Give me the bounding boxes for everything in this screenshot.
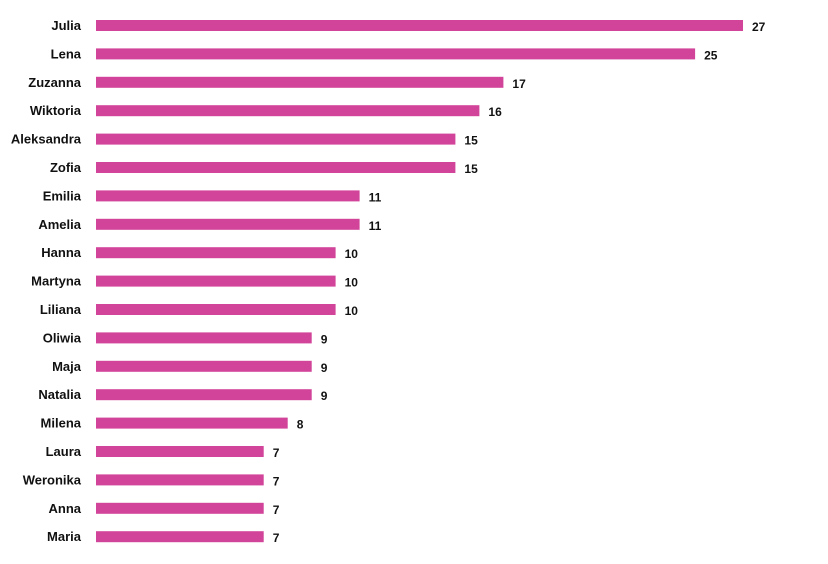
category-labels-layer: Julia Lena Zuzanna Wiktoria Aleksandra Zofia E… bbox=[11, 18, 82, 544]
category-label-liliana: Liliana bbox=[40, 302, 82, 317]
value-label-aleksandra: 15 bbox=[464, 134, 478, 148]
bar-lena bbox=[96, 48, 696, 60]
value-label-wiktoria: 16 bbox=[488, 105, 502, 119]
bar-amelia bbox=[96, 218, 360, 230]
value-labels-layer: 27 25 17 16 15 15 11 11 10 10 10 9 9 9 8 7 7 7 7 bbox=[273, 20, 766, 545]
value-label-milena: 8 bbox=[297, 418, 304, 432]
value-label-amelia: 11 bbox=[369, 219, 382, 233]
category-label-martyna: Martyna bbox=[31, 274, 82, 289]
bar-aleksandra bbox=[96, 133, 456, 145]
value-label-emilia: 11 bbox=[369, 190, 382, 204]
bars-layer bbox=[96, 20, 743, 543]
category-label-laura: Laura bbox=[46, 444, 82, 459]
bar-hanna bbox=[96, 247, 336, 259]
bar-martyna bbox=[96, 275, 336, 287]
value-label-lena: 25 bbox=[704, 48, 718, 62]
bar-zuzanna bbox=[96, 76, 504, 88]
value-label-natalia: 9 bbox=[321, 389, 328, 403]
category-label-zofia: Zofia bbox=[50, 160, 82, 175]
bar-emilia bbox=[96, 190, 360, 202]
bar-natalia bbox=[96, 389, 312, 401]
category-label-aleksandra: Aleksandra bbox=[11, 132, 82, 147]
bar-oliwia bbox=[96, 332, 312, 344]
value-label-julia: 27 bbox=[752, 20, 766, 34]
value-label-weronika: 7 bbox=[273, 474, 280, 488]
bar-milena bbox=[96, 417, 288, 429]
category-label-maria: Maria bbox=[47, 529, 82, 544]
value-label-hanna: 10 bbox=[345, 247, 359, 261]
value-label-oliwia: 9 bbox=[321, 332, 328, 346]
category-label-zuzanna: Zuzanna bbox=[28, 75, 81, 90]
category-label-amelia: Amelia bbox=[38, 217, 81, 232]
category-label-lena: Lena bbox=[51, 46, 82, 61]
bar-maja bbox=[96, 360, 312, 372]
category-label-anna: Anna bbox=[49, 501, 82, 516]
category-label-maja: Maja bbox=[52, 359, 82, 374]
value-label-martyna: 10 bbox=[345, 276, 359, 290]
bar-wiktoria bbox=[96, 105, 480, 117]
category-label-julia: Julia bbox=[51, 18, 81, 33]
category-label-wiktoria: Wiktoria bbox=[30, 103, 82, 118]
value-label-zuzanna: 17 bbox=[512, 77, 526, 91]
category-label-weronika: Weronika bbox=[23, 472, 82, 487]
value-label-maja: 9 bbox=[321, 361, 328, 375]
bar-anna bbox=[96, 502, 264, 514]
category-label-milena: Milena bbox=[41, 416, 82, 431]
value-label-zofia: 15 bbox=[464, 162, 478, 176]
value-label-anna: 7 bbox=[273, 503, 280, 517]
category-label-emilia: Emilia bbox=[43, 188, 82, 203]
category-label-oliwia: Oliwia bbox=[43, 330, 82, 345]
bar-julia bbox=[96, 20, 743, 31]
bar-zofia bbox=[96, 162, 456, 173]
category-label-natalia: Natalia bbox=[38, 387, 81, 402]
bar-weronika bbox=[96, 474, 264, 486]
bar-laura bbox=[96, 446, 264, 457]
category-label-hanna: Hanna bbox=[41, 245, 82, 260]
value-label-maria: 7 bbox=[273, 531, 280, 545]
bar-liliana bbox=[96, 304, 336, 315]
value-label-liliana: 10 bbox=[345, 304, 359, 318]
bar-maria bbox=[96, 531, 264, 543]
value-label-laura: 7 bbox=[273, 446, 280, 460]
